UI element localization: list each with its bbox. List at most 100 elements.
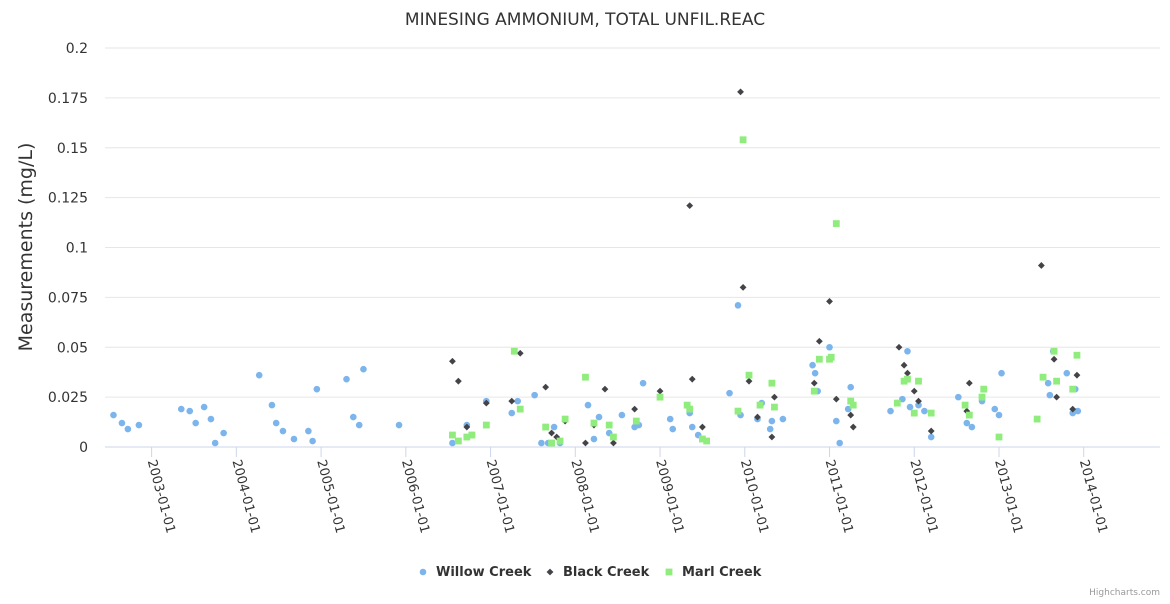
data-point[interactable] — [1046, 391, 1054, 399]
data-point[interactable] — [590, 419, 598, 427]
data-point[interactable] — [207, 415, 215, 423]
data-point[interactable] — [836, 439, 843, 447]
data-point[interactable] — [832, 417, 840, 425]
data-point[interactable] — [514, 397, 521, 405]
data-point[interactable] — [699, 423, 706, 431]
data-point[interactable] — [832, 395, 840, 403]
data-point[interactable] — [847, 383, 855, 391]
data-point[interactable] — [610, 433, 617, 441]
data-point[interactable] — [631, 405, 639, 413]
data-point[interactable] — [1033, 415, 1041, 423]
legend-item[interactable]: Willow Creek — [419, 565, 532, 580]
data-point[interactable] — [893, 399, 901, 407]
data-point[interactable] — [927, 427, 935, 435]
data-point[interactable] — [584, 401, 592, 409]
data-point[interactable] — [904, 347, 911, 355]
data-point[interactable] — [220, 429, 227, 437]
data-point[interactable] — [847, 411, 855, 419]
data-point[interactable] — [610, 439, 617, 447]
data-point[interactable] — [963, 419, 971, 427]
credits-text[interactable]: Highcharts.com — [1089, 588, 1160, 598]
data-point[interactable] — [1074, 407, 1082, 415]
legend-marker[interactable] — [419, 568, 427, 576]
data-point[interactable] — [110, 411, 117, 419]
data-point[interactable] — [1050, 355, 1058, 363]
data-point[interactable] — [899, 395, 906, 403]
data-point[interactable] — [815, 355, 823, 363]
legend-item[interactable]: Black Creek — [546, 565, 650, 580]
data-point[interactable] — [961, 401, 969, 409]
data-point[interactable] — [927, 433, 935, 441]
data-point[interactable] — [349, 413, 357, 421]
data-point[interactable] — [542, 383, 550, 391]
data-point[interactable] — [832, 220, 840, 227]
data-point[interactable] — [826, 297, 833, 305]
data-point[interactable] — [313, 385, 321, 393]
data-point[interactable] — [683, 401, 691, 409]
data-point[interactable] — [726, 389, 733, 397]
data-point[interactable] — [998, 369, 1005, 377]
data-point[interactable] — [639, 379, 647, 387]
data-point[interactable] — [978, 393, 986, 401]
legend-marker[interactable] — [546, 568, 554, 576]
data-point[interactable] — [508, 397, 516, 405]
data-point[interactable] — [734, 407, 742, 415]
data-point[interactable] — [686, 202, 694, 210]
data-point[interactable] — [135, 421, 143, 429]
data-point[interactable] — [849, 401, 857, 409]
data-point[interactable] — [538, 439, 545, 447]
data-point[interactable] — [1069, 405, 1077, 413]
data-point[interactable] — [1053, 393, 1061, 401]
data-point[interactable] — [516, 405, 524, 413]
data-point[interactable] — [739, 284, 747, 291]
data-point[interactable] — [118, 419, 126, 427]
data-point[interactable] — [290, 435, 298, 443]
data-point[interactable] — [688, 423, 696, 431]
data-point[interactable] — [542, 423, 550, 431]
data-point[interactable] — [550, 423, 558, 431]
data-point[interactable] — [395, 421, 403, 429]
data-point[interactable] — [968, 423, 976, 431]
data-point[interactable] — [887, 407, 894, 415]
data-point[interactable] — [618, 411, 626, 419]
data-point[interactable] — [449, 439, 456, 447]
data-point[interactable] — [910, 409, 918, 417]
data-point[interactable] — [754, 413, 761, 421]
data-point[interactable] — [915, 377, 922, 385]
data-point[interactable] — [904, 375, 911, 383]
data-point[interactable] — [900, 361, 908, 369]
data-point[interactable] — [915, 401, 922, 409]
data-point[interactable] — [508, 409, 516, 417]
data-point[interactable] — [200, 403, 208, 411]
data-point[interactable] — [669, 425, 677, 433]
data-point[interactable] — [766, 425, 774, 433]
data-point[interactable] — [849, 423, 857, 431]
data-point[interactable] — [268, 401, 276, 409]
data-point[interactable] — [768, 417, 776, 425]
data-point[interactable] — [632, 417, 640, 425]
data-point[interactable] — [582, 373, 589, 381]
data-point[interactable] — [656, 387, 664, 395]
data-point[interactable] — [590, 435, 598, 443]
data-point[interactable] — [186, 407, 194, 415]
data-point[interactable] — [927, 409, 935, 417]
data-point[interactable] — [815, 337, 823, 345]
data-point[interactable] — [211, 439, 219, 447]
legend-item[interactable]: Marl Creek — [665, 565, 762, 580]
data-point[interactable] — [449, 431, 456, 439]
data-point[interactable] — [510, 347, 518, 355]
data-point[interactable] — [309, 437, 316, 445]
data-point[interactable] — [737, 88, 744, 96]
data-point[interactable] — [906, 403, 914, 411]
data-point[interactable] — [809, 361, 816, 369]
legend-label[interactable]: Black Creek — [563, 565, 650, 580]
data-point[interactable] — [463, 423, 471, 431]
data-point[interactable] — [305, 427, 312, 435]
data-point[interactable] — [768, 433, 776, 441]
data-point[interactable] — [965, 411, 973, 419]
data-point[interactable] — [810, 379, 818, 387]
data-point[interactable] — [605, 421, 613, 429]
data-point[interactable] — [516, 349, 524, 357]
data-point[interactable] — [1073, 371, 1081, 379]
data-point[interactable] — [810, 387, 818, 395]
